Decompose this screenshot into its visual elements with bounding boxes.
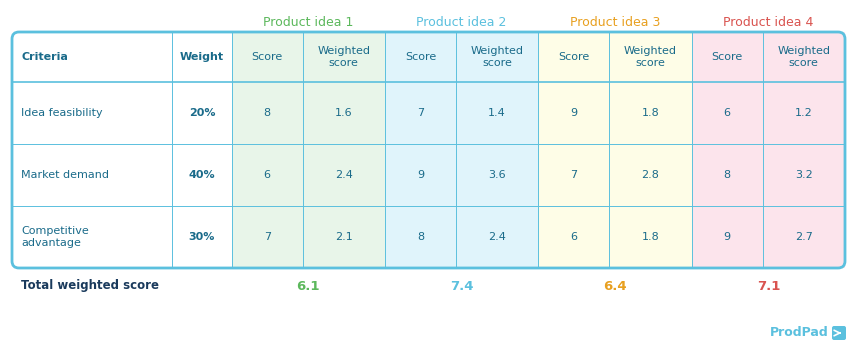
- Text: Score: Score: [711, 52, 743, 62]
- Text: Score: Score: [558, 52, 590, 62]
- Text: 2.4: 2.4: [488, 232, 506, 242]
- Text: ProdPad: ProdPad: [770, 327, 829, 339]
- Text: 30%: 30%: [189, 232, 215, 242]
- Text: Total weighted score: Total weighted score: [21, 279, 159, 293]
- FancyBboxPatch shape: [832, 326, 846, 340]
- Text: 7: 7: [264, 232, 271, 242]
- Text: 2.1: 2.1: [335, 232, 353, 242]
- Text: Score: Score: [252, 52, 283, 62]
- Text: 6: 6: [723, 108, 731, 118]
- Text: 3.6: 3.6: [488, 170, 506, 180]
- Text: 6: 6: [264, 170, 271, 180]
- Text: Product idea 3: Product idea 3: [570, 16, 660, 28]
- Text: 3.2: 3.2: [795, 170, 812, 180]
- Text: 2.7: 2.7: [795, 232, 812, 242]
- Text: 2.4: 2.4: [335, 170, 353, 180]
- Text: 7.4: 7.4: [450, 279, 473, 293]
- Text: Idea feasibility: Idea feasibility: [21, 108, 103, 118]
- Text: Score: Score: [405, 52, 436, 62]
- Text: Market demand: Market demand: [21, 170, 109, 180]
- Text: 20%: 20%: [189, 108, 215, 118]
- Text: Product idea 2: Product idea 2: [417, 16, 506, 28]
- Text: 9: 9: [417, 170, 424, 180]
- Text: Weighted
score: Weighted score: [777, 46, 830, 68]
- Bar: [231, 32, 385, 268]
- Text: 7: 7: [570, 170, 578, 180]
- Text: Weighted
score: Weighted score: [317, 46, 370, 68]
- Bar: [12, 32, 231, 268]
- Text: Product idea 4: Product idea 4: [723, 16, 813, 28]
- Text: 6: 6: [570, 232, 578, 242]
- Text: 6.1: 6.1: [297, 279, 321, 293]
- Text: 2.8: 2.8: [642, 170, 659, 180]
- Text: 1.2: 1.2: [795, 108, 812, 118]
- Text: 1.6: 1.6: [335, 108, 352, 118]
- Bar: [385, 32, 538, 268]
- Text: 1.4: 1.4: [488, 108, 506, 118]
- Text: 9: 9: [723, 232, 731, 242]
- Text: 9: 9: [570, 108, 578, 118]
- Text: 8: 8: [417, 232, 424, 242]
- Text: Weighted
score: Weighted score: [624, 46, 677, 68]
- Bar: [692, 32, 845, 268]
- Bar: [538, 32, 692, 268]
- Text: 6.4: 6.4: [603, 279, 626, 293]
- Text: 7.1: 7.1: [757, 279, 780, 293]
- Text: 8: 8: [723, 170, 731, 180]
- Text: 7: 7: [417, 108, 424, 118]
- Text: Weighted
score: Weighted score: [470, 46, 524, 68]
- Text: 1.8: 1.8: [642, 232, 659, 242]
- Text: Product idea 1: Product idea 1: [263, 16, 354, 28]
- Text: Competitive
advantage: Competitive advantage: [21, 226, 89, 248]
- Text: 1.8: 1.8: [642, 108, 659, 118]
- Text: 8: 8: [264, 108, 271, 118]
- Text: Weight: Weight: [180, 52, 224, 62]
- Text: Criteria: Criteria: [21, 52, 68, 62]
- Text: 40%: 40%: [189, 170, 215, 180]
